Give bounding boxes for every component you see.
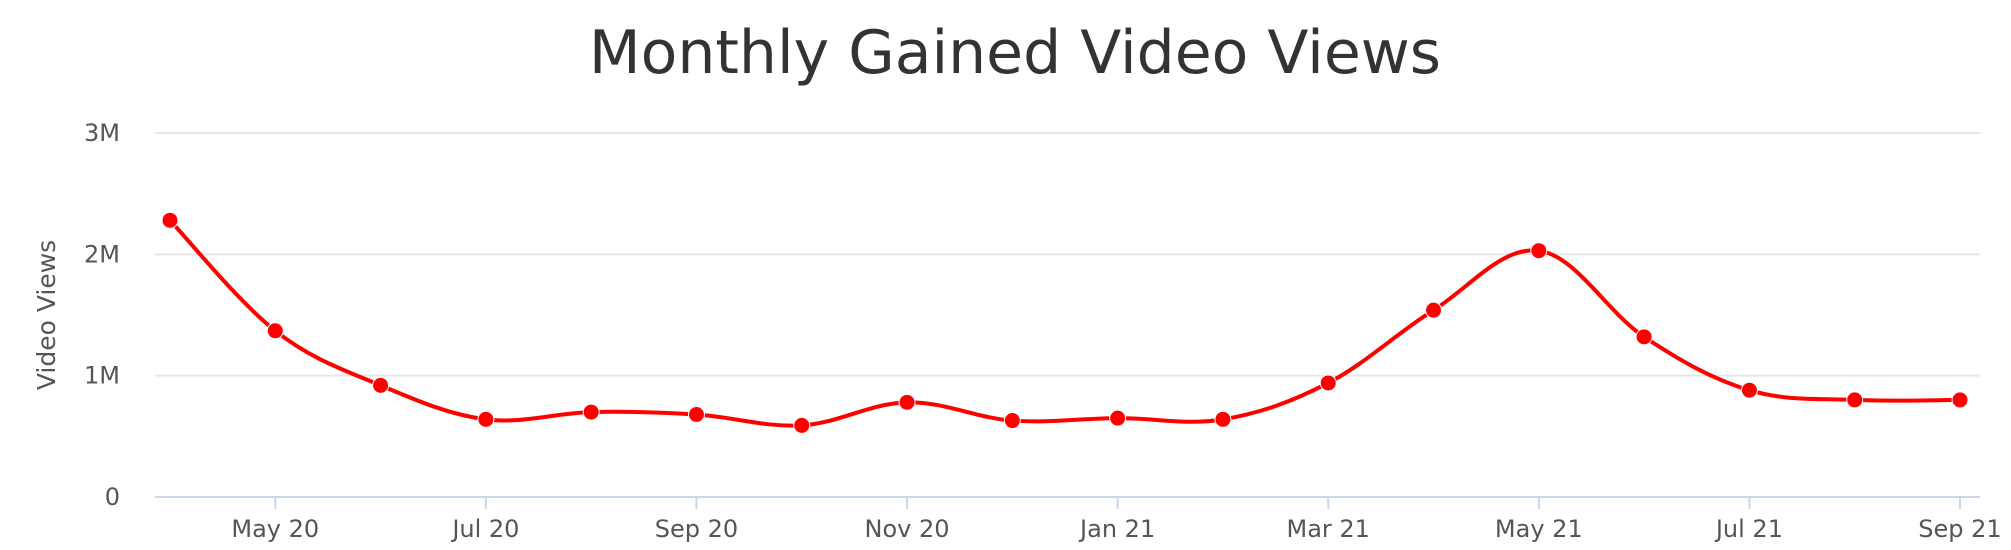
- x-tick-label: Nov 20: [865, 515, 950, 543]
- gridlines: [155, 132, 1980, 377]
- data-point: [898, 393, 916, 411]
- data-point: [1530, 242, 1548, 260]
- x-tick-label: Mar 21: [1287, 515, 1370, 543]
- data-point: [161, 211, 179, 229]
- x-tick-label: Jan 21: [1078, 515, 1155, 543]
- data-point: [266, 322, 284, 340]
- data-point: [1425, 301, 1443, 319]
- y-axis-title: Video Views: [32, 240, 61, 390]
- data-point: [372, 376, 390, 394]
- chart-title: Monthly Gained Video Views: [589, 18, 1441, 88]
- x-tick-label: Jul 21: [1714, 515, 1783, 543]
- data-point: [582, 403, 600, 421]
- data-point: [1635, 328, 1653, 346]
- x-tick-label: May 20: [231, 515, 319, 543]
- data-point: [1214, 410, 1232, 428]
- y-axis-ticks: 0 1M 2M 3M: [84, 119, 120, 511]
- x-tick-label: May 21: [1495, 515, 1583, 543]
- series-layer: [168, 218, 1961, 428]
- data-point: [793, 416, 811, 434]
- x-tick-label: Jul 20: [450, 515, 519, 543]
- y-tick-label: 0: [105, 483, 120, 511]
- data-point: [1951, 391, 1969, 409]
- y-tick-label: 1M: [84, 362, 120, 390]
- data-point: [1846, 391, 1864, 409]
- data-point: [1003, 412, 1021, 430]
- data-point: [687, 405, 705, 423]
- y-tick-label: 2M: [84, 240, 120, 268]
- data-point: [1740, 381, 1758, 399]
- data-point: [477, 410, 495, 428]
- data-point: [1109, 409, 1127, 427]
- data-point: [1319, 374, 1337, 392]
- points-layer: [161, 211, 1969, 434]
- x-axis: May 20 Jul 20 Sep 20 Nov 20 Jan 21 Mar 21 May …: [155, 496, 2002, 543]
- x-tick-label: Sep 21: [1918, 515, 2001, 543]
- y-tick-label: 3M: [84, 119, 120, 147]
- series-line: [168, 218, 1961, 428]
- x-tick-label: Sep 20: [655, 515, 738, 543]
